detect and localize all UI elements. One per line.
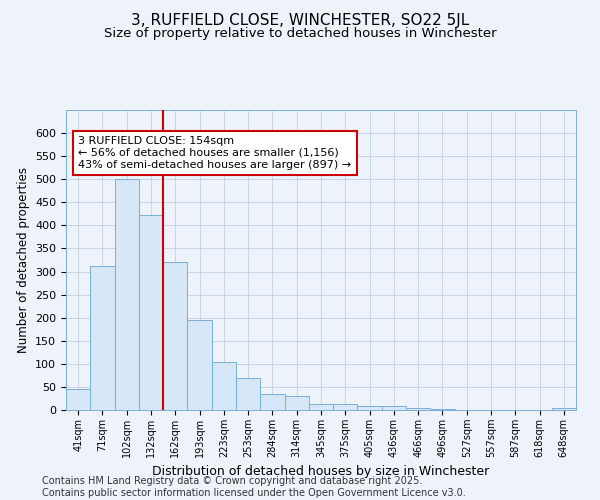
Bar [90, 266, 115, 410]
Text: Size of property relative to detached houses in Winchester: Size of property relative to detached ho… [104, 28, 496, 40]
Bar [430, 409, 455, 410]
Bar [260, 394, 284, 410]
Bar [406, 408, 430, 410]
Bar [358, 406, 382, 410]
Bar [66, 389, 90, 410]
Bar [284, 396, 309, 410]
Text: Contains HM Land Registry data © Crown copyright and database right 2025.
Contai: Contains HM Land Registry data © Crown c… [42, 476, 466, 498]
X-axis label: Distribution of detached houses by size in Winchester: Distribution of detached houses by size … [152, 466, 490, 478]
Bar [309, 404, 333, 410]
Bar [333, 404, 358, 410]
Y-axis label: Number of detached properties: Number of detached properties [17, 167, 29, 353]
Bar [552, 408, 576, 410]
Bar [163, 262, 187, 410]
Bar [115, 179, 139, 410]
Bar [236, 378, 260, 410]
Text: 3 RUFFIELD CLOSE: 154sqm
← 56% of detached houses are smaller (1,156)
43% of sem: 3 RUFFIELD CLOSE: 154sqm ← 56% of detach… [78, 136, 351, 170]
Bar [139, 215, 163, 410]
Text: 3, RUFFIELD CLOSE, WINCHESTER, SO22 5JL: 3, RUFFIELD CLOSE, WINCHESTER, SO22 5JL [131, 12, 469, 28]
Bar [382, 406, 406, 410]
Bar [187, 320, 212, 410]
Bar [212, 362, 236, 410]
